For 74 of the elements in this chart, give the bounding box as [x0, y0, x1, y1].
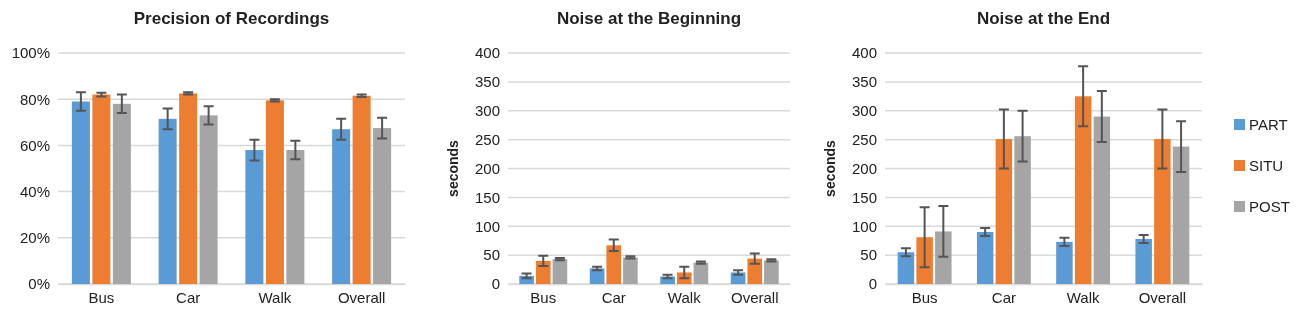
y-tick-label: 200: [851, 159, 877, 177]
y-tick-label: 100: [851, 217, 877, 235]
bar: [897, 252, 915, 284]
legend-label: SITU: [1249, 157, 1284, 174]
x-tick-label: Overall: [730, 288, 779, 306]
bar: [764, 260, 779, 284]
x-tick-label: Car: [991, 288, 1016, 306]
y-axis-title: seconds: [822, 139, 838, 197]
bar: [1093, 116, 1111, 284]
chart-title: Noise at the End: [976, 9, 1111, 28]
legend-label: PART: [1249, 116, 1288, 133]
x-tick-label: Overall: [1138, 288, 1187, 306]
y-tick-label: 150: [851, 188, 877, 206]
x-tick-label: Walk: [258, 288, 292, 306]
y-tick-label: 150: [474, 188, 500, 206]
bar: [1074, 96, 1092, 284]
bar: [158, 118, 177, 284]
x-tick-label: Overall: [337, 288, 386, 306]
y-tick-label: 60%: [19, 136, 50, 154]
y-tick-label: 0%: [28, 275, 50, 293]
bar: [245, 150, 264, 284]
bar: [535, 260, 551, 284]
y-tick-label: 20%: [19, 229, 50, 247]
x-tick-label: Bus: [911, 288, 938, 306]
bar: [352, 95, 371, 284]
bar: [112, 103, 131, 284]
bar: [935, 231, 952, 284]
x-tick-label: Walk: [1066, 288, 1101, 306]
y-tick-label: 50: [483, 246, 500, 264]
y-tick-label: 300: [851, 102, 877, 120]
bar: [606, 245, 622, 284]
bar: [747, 258, 763, 284]
y-tick-label: 0: [868, 275, 877, 293]
y-axis-title: seconds: [445, 139, 461, 197]
bar: [92, 94, 111, 284]
bar: [286, 150, 305, 284]
x-tick-label: Car: [176, 288, 201, 306]
y-tick-label: 80%: [19, 90, 50, 108]
bar: [1135, 238, 1152, 284]
bar: [373, 128, 392, 284]
x-tick-label: Walk: [667, 288, 702, 306]
bar: [976, 232, 994, 284]
y-tick-label: 250: [474, 130, 500, 148]
bar: [199, 115, 218, 284]
legend-label: POST: [1249, 198, 1290, 215]
bar: [1154, 139, 1171, 284]
bar: [995, 139, 1013, 284]
y-tick-label: 250: [851, 130, 877, 148]
bar: [265, 100, 284, 284]
y-tick-label: 350: [474, 73, 500, 91]
bar: [1172, 146, 1190, 284]
y-tick-label: 40%: [19, 182, 50, 200]
y-tick-label: 100: [474, 217, 500, 235]
y-tick-label: 100%: [11, 44, 50, 62]
y-tick-label: 0: [491, 275, 500, 293]
y-tick-label: 400: [851, 44, 877, 62]
bar: [179, 93, 198, 284]
x-tick-label: Car: [601, 288, 626, 306]
bar: [916, 237, 933, 284]
bar: [332, 129, 351, 284]
y-tick-label: 300: [474, 102, 500, 120]
y-tick-label: 400: [474, 44, 500, 62]
x-tick-label: Bus: [530, 288, 557, 306]
bar: [71, 101, 90, 284]
bar: [552, 259, 568, 284]
y-tick-label: 50: [860, 246, 877, 264]
bar: [1014, 136, 1031, 284]
x-tick-label: Bus: [88, 288, 115, 306]
bar: [623, 257, 638, 284]
chart-title: Noise at the Beginning: [556, 9, 742, 28]
chart-title: Precision of Recordings: [133, 9, 330, 28]
bar: [1056, 241, 1073, 284]
y-tick-label: 200: [474, 159, 500, 177]
y-tick-label: 350: [851, 73, 877, 91]
